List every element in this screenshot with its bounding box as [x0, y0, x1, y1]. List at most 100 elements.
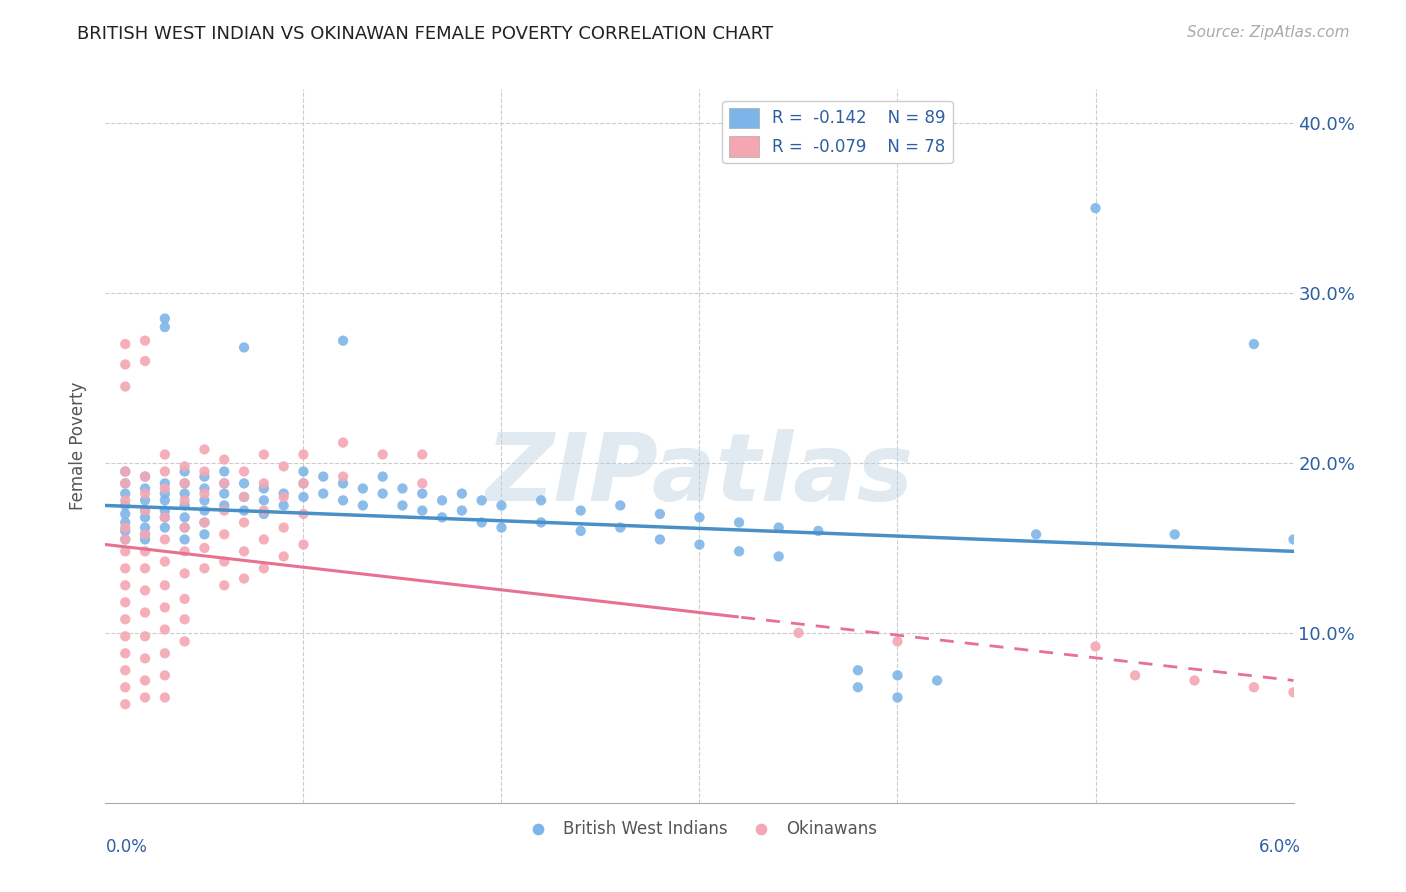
Point — [114, 612, 136, 626]
Point — [233, 516, 256, 530]
Point — [648, 533, 671, 547]
Point — [1282, 533, 1305, 547]
Point — [114, 476, 136, 491]
Point — [173, 499, 195, 513]
Point — [114, 533, 136, 547]
Point — [292, 448, 315, 462]
Text: BRITISH WEST INDIAN VS OKINAWAN FEMALE POVERTY CORRELATION CHART: BRITISH WEST INDIAN VS OKINAWAN FEMALE P… — [77, 25, 773, 43]
Point — [253, 493, 276, 508]
Point — [1243, 680, 1265, 694]
Point — [193, 465, 215, 479]
Point — [352, 482, 374, 496]
Point — [253, 561, 276, 575]
Point — [728, 516, 751, 530]
Point — [886, 690, 908, 705]
Point — [134, 520, 156, 534]
Point — [1243, 337, 1265, 351]
Point — [312, 469, 335, 483]
Point — [114, 646, 136, 660]
Point — [114, 663, 136, 677]
Point — [233, 465, 256, 479]
Point — [292, 490, 315, 504]
Point — [114, 465, 136, 479]
Point — [273, 490, 295, 504]
Point — [134, 334, 156, 348]
Point — [193, 516, 215, 530]
Point — [214, 499, 236, 513]
Point — [292, 476, 315, 491]
Point — [114, 507, 136, 521]
Point — [273, 486, 295, 500]
Point — [173, 459, 195, 474]
Point — [352, 499, 374, 513]
Point — [1025, 527, 1047, 541]
Point — [391, 482, 413, 496]
Point — [689, 510, 711, 524]
Point — [173, 510, 195, 524]
Point — [193, 469, 215, 483]
Point — [569, 524, 592, 538]
Point — [787, 626, 810, 640]
Point — [173, 493, 195, 508]
Point — [471, 516, 494, 530]
Point — [114, 520, 136, 534]
Point — [134, 527, 156, 541]
Point — [114, 533, 136, 547]
Point — [233, 490, 256, 504]
Point — [332, 334, 354, 348]
Point — [153, 600, 176, 615]
Point — [214, 503, 236, 517]
Point — [134, 651, 156, 665]
Point — [193, 541, 215, 555]
Point — [153, 320, 176, 334]
Point — [214, 476, 236, 491]
Point — [153, 503, 176, 517]
Point — [768, 520, 790, 534]
Point — [214, 476, 236, 491]
Point — [134, 673, 156, 688]
Point — [114, 578, 136, 592]
Point — [193, 527, 215, 541]
Point — [173, 544, 195, 558]
Point — [332, 493, 354, 508]
Point — [411, 448, 433, 462]
Point — [114, 516, 136, 530]
Point — [153, 493, 176, 508]
Point — [569, 503, 592, 517]
Point — [153, 578, 176, 592]
Point — [1282, 685, 1305, 699]
Point — [173, 533, 195, 547]
Point — [153, 476, 176, 491]
Point — [134, 469, 156, 483]
Text: Source: ZipAtlas.com: Source: ZipAtlas.com — [1187, 25, 1350, 40]
Point — [273, 459, 295, 474]
Point — [253, 533, 276, 547]
Point — [471, 493, 494, 508]
Point — [153, 510, 176, 524]
Point — [214, 578, 236, 592]
Point — [728, 544, 751, 558]
Point — [768, 549, 790, 564]
Point — [430, 510, 453, 524]
Point — [153, 646, 176, 660]
Point — [114, 544, 136, 558]
Point — [153, 555, 176, 569]
Point — [530, 493, 553, 508]
Point — [332, 435, 354, 450]
Point — [134, 583, 156, 598]
Point — [233, 341, 256, 355]
Point — [114, 629, 136, 643]
Point — [807, 524, 830, 538]
Point — [114, 476, 136, 491]
Point — [689, 537, 711, 551]
Point — [114, 698, 136, 712]
Point — [233, 572, 256, 586]
Point — [153, 510, 176, 524]
Point — [233, 490, 256, 504]
Point — [332, 469, 354, 483]
Point — [312, 486, 335, 500]
Point — [173, 486, 195, 500]
Point — [332, 476, 354, 491]
Point — [134, 482, 156, 496]
Point — [273, 549, 295, 564]
